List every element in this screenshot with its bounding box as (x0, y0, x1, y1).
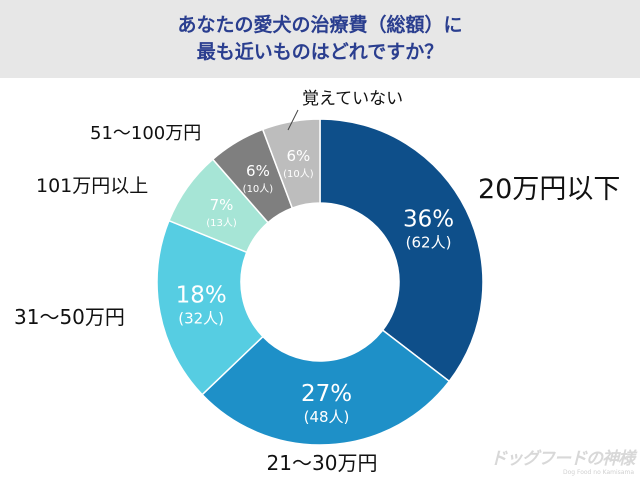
slice-category-label: 20万円以下 (478, 174, 620, 205)
slice-3 (156, 219, 264, 396)
site-logo: ドッグフードの神様 Dog Food no Kamisama (490, 444, 635, 476)
slice-2 (201, 329, 451, 446)
chart-title: あなたの愛犬の治療費（総額）に 最も近いものはどれですか？ (0, 0, 640, 78)
slice-count-label: (32人) (178, 310, 224, 328)
slice-count-label: (48人) (304, 408, 350, 426)
slice-labels: 36%(62人) 20万円以下 27%(48人) 21〜30万円 18%(32人) 31〜… (14, 89, 620, 475)
slice-percent-label: 7% (210, 196, 234, 214)
leader-line (287, 109, 299, 131)
donut-slices (156, 118, 484, 446)
slice-category-label: 覚えていない (302, 89, 403, 109)
chart-title-line-2: 最も近いものはどれですか？ (196, 41, 444, 63)
logo-text: ドッグフードの神様 (490, 449, 635, 469)
slice-percent-label: 36% (403, 207, 454, 233)
slice-category-label: 31〜50万円 (14, 305, 125, 329)
slice-category-label: 51〜100万円 (90, 123, 201, 144)
slice-count-label: (13人) (206, 217, 237, 229)
slice-category-label: 21〜30万円 (267, 451, 378, 475)
chart-title-line-1: あなたの愛犬の治療費（総額）に (177, 14, 463, 36)
slice-percent-label: 6% (246, 162, 270, 180)
slice-category-label: 101万円以上 (36, 175, 148, 197)
slice-count-label: (62人) (406, 234, 452, 252)
slice-1 (319, 118, 484, 383)
slice-6 (261, 118, 321, 210)
slice-percent-label: 6% (286, 147, 310, 165)
slice-count-label: (10人) (243, 183, 274, 195)
leader-lines (287, 109, 299, 131)
slice-count-label: (10人) (283, 168, 314, 180)
slice-percent-label: 18% (176, 283, 227, 309)
slice-percent-label: 27% (301, 381, 352, 407)
logo-subtext: Dog Food no Kamisama (562, 469, 634, 476)
